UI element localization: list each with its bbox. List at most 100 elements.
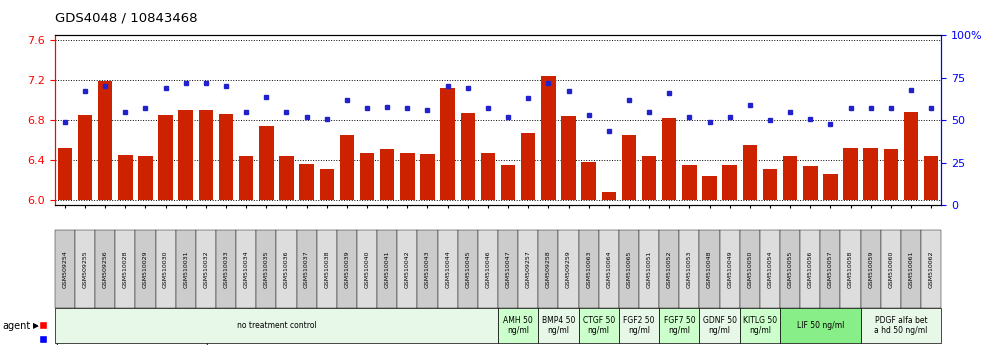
Text: GDS4048 / 10843468: GDS4048 / 10843468 — [55, 12, 197, 25]
Legend: transformed count, percentile rank within the sample: transformed count, percentile rank withi… — [35, 316, 225, 349]
Text: GSM510065: GSM510065 — [626, 250, 631, 288]
Bar — [78, 115, 93, 200]
Text: GSM510064: GSM510064 — [607, 250, 612, 288]
Text: GSM510054: GSM510054 — [768, 250, 773, 288]
Text: GSM510060: GSM510060 — [888, 250, 893, 288]
Text: GSM510046: GSM510046 — [485, 250, 490, 288]
Text: GSM510051: GSM510051 — [646, 250, 651, 288]
Text: LIF 50 ng/ml: LIF 50 ng/ml — [797, 321, 844, 330]
Text: GSM510062: GSM510062 — [928, 250, 933, 288]
Text: GSM510032: GSM510032 — [203, 250, 208, 288]
Bar — [823, 174, 838, 200]
Bar — [178, 110, 193, 200]
Bar — [259, 126, 274, 200]
Text: GSM510030: GSM510030 — [163, 250, 168, 288]
Text: GSM510042: GSM510042 — [404, 250, 409, 288]
Bar — [119, 155, 132, 200]
Bar — [662, 118, 676, 200]
Bar — [239, 156, 253, 200]
Bar — [440, 88, 455, 200]
Text: GSM510041: GSM510041 — [384, 250, 389, 288]
Text: GSM510034: GSM510034 — [244, 250, 249, 288]
Text: GSM510049: GSM510049 — [727, 250, 732, 288]
Text: GSM510063: GSM510063 — [587, 250, 592, 288]
Text: ▶: ▶ — [33, 321, 40, 330]
Text: KITLG 50
ng/ml: KITLG 50 ng/ml — [743, 316, 777, 335]
Text: GSM510053: GSM510053 — [687, 250, 692, 288]
Bar — [501, 165, 515, 200]
Text: GSM510044: GSM510044 — [445, 250, 450, 288]
Text: FGF2 50
ng/ml: FGF2 50 ng/ml — [623, 316, 654, 335]
Text: CTGF 50
ng/ml: CTGF 50 ng/ml — [583, 316, 615, 335]
Bar — [360, 153, 374, 200]
Text: GSM510059: GSM510059 — [869, 250, 873, 288]
Text: GSM510043: GSM510043 — [425, 250, 430, 288]
Text: agent: agent — [2, 321, 30, 331]
Text: GSM510057: GSM510057 — [828, 250, 833, 288]
Text: GSM510045: GSM510045 — [465, 250, 470, 288]
Text: GSM509254: GSM509254 — [63, 250, 68, 288]
Text: GSM510058: GSM510058 — [848, 250, 853, 288]
Text: GSM510047: GSM510047 — [506, 250, 511, 288]
Text: BMP4 50
ng/ml: BMP4 50 ng/ml — [542, 316, 575, 335]
Bar — [400, 153, 414, 200]
Bar — [279, 156, 294, 200]
Bar — [320, 169, 334, 200]
Text: FGF7 50
ng/ml: FGF7 50 ng/ml — [663, 316, 695, 335]
Bar — [379, 149, 394, 200]
Text: GSM510052: GSM510052 — [666, 250, 671, 288]
Text: GSM510036: GSM510036 — [284, 250, 289, 288]
Bar — [622, 135, 636, 200]
Text: GSM510040: GSM510040 — [365, 250, 370, 288]
Bar — [844, 148, 858, 200]
Text: GSM510033: GSM510033 — [223, 250, 228, 288]
Bar — [702, 176, 717, 200]
Bar — [783, 156, 798, 200]
Text: no treatment control: no treatment control — [236, 321, 317, 330]
Bar — [924, 156, 938, 200]
Bar — [481, 153, 495, 200]
Bar — [722, 165, 737, 200]
Bar — [340, 135, 355, 200]
Text: GSM510035: GSM510035 — [264, 250, 269, 288]
Text: GSM509256: GSM509256 — [103, 250, 108, 288]
Bar — [219, 114, 233, 200]
Bar — [803, 166, 818, 200]
Bar — [98, 81, 113, 200]
Bar — [602, 192, 617, 200]
Text: GSM510061: GSM510061 — [908, 250, 913, 288]
Text: GSM510055: GSM510055 — [788, 250, 793, 288]
Text: GSM510038: GSM510038 — [325, 250, 330, 288]
Text: GSM510028: GSM510028 — [123, 250, 127, 288]
Text: GSM510050: GSM510050 — [747, 250, 752, 288]
Text: GSM509258: GSM509258 — [546, 250, 551, 288]
Text: GSM510029: GSM510029 — [143, 250, 148, 288]
Text: GDNF 50
ng/ml: GDNF 50 ng/ml — [702, 316, 737, 335]
Bar — [743, 145, 757, 200]
Text: GSM509257: GSM509257 — [526, 250, 531, 288]
Bar — [641, 156, 656, 200]
Text: GSM510039: GSM510039 — [345, 250, 350, 288]
Text: GSM509255: GSM509255 — [83, 250, 88, 288]
Bar — [198, 110, 213, 200]
Bar — [138, 156, 152, 200]
Bar — [460, 113, 475, 200]
Bar — [562, 116, 576, 200]
Bar — [864, 148, 877, 200]
Text: GSM510037: GSM510037 — [304, 250, 309, 288]
Bar — [903, 112, 918, 200]
Text: AMH 50
ng/ml: AMH 50 ng/ml — [503, 316, 533, 335]
Text: PDGF alfa bet
a hd 50 ng/ml: PDGF alfa bet a hd 50 ng/ml — [874, 316, 927, 335]
Bar — [763, 169, 777, 200]
Bar — [541, 76, 556, 200]
Text: GSM510056: GSM510056 — [808, 250, 813, 288]
Bar — [300, 164, 314, 200]
Text: GSM510048: GSM510048 — [707, 250, 712, 288]
Text: GSM510031: GSM510031 — [183, 250, 188, 288]
Bar — [420, 154, 434, 200]
Bar — [682, 165, 696, 200]
Bar — [521, 133, 536, 200]
Text: GSM509259: GSM509259 — [566, 250, 571, 288]
Bar — [58, 148, 72, 200]
Bar — [582, 162, 596, 200]
